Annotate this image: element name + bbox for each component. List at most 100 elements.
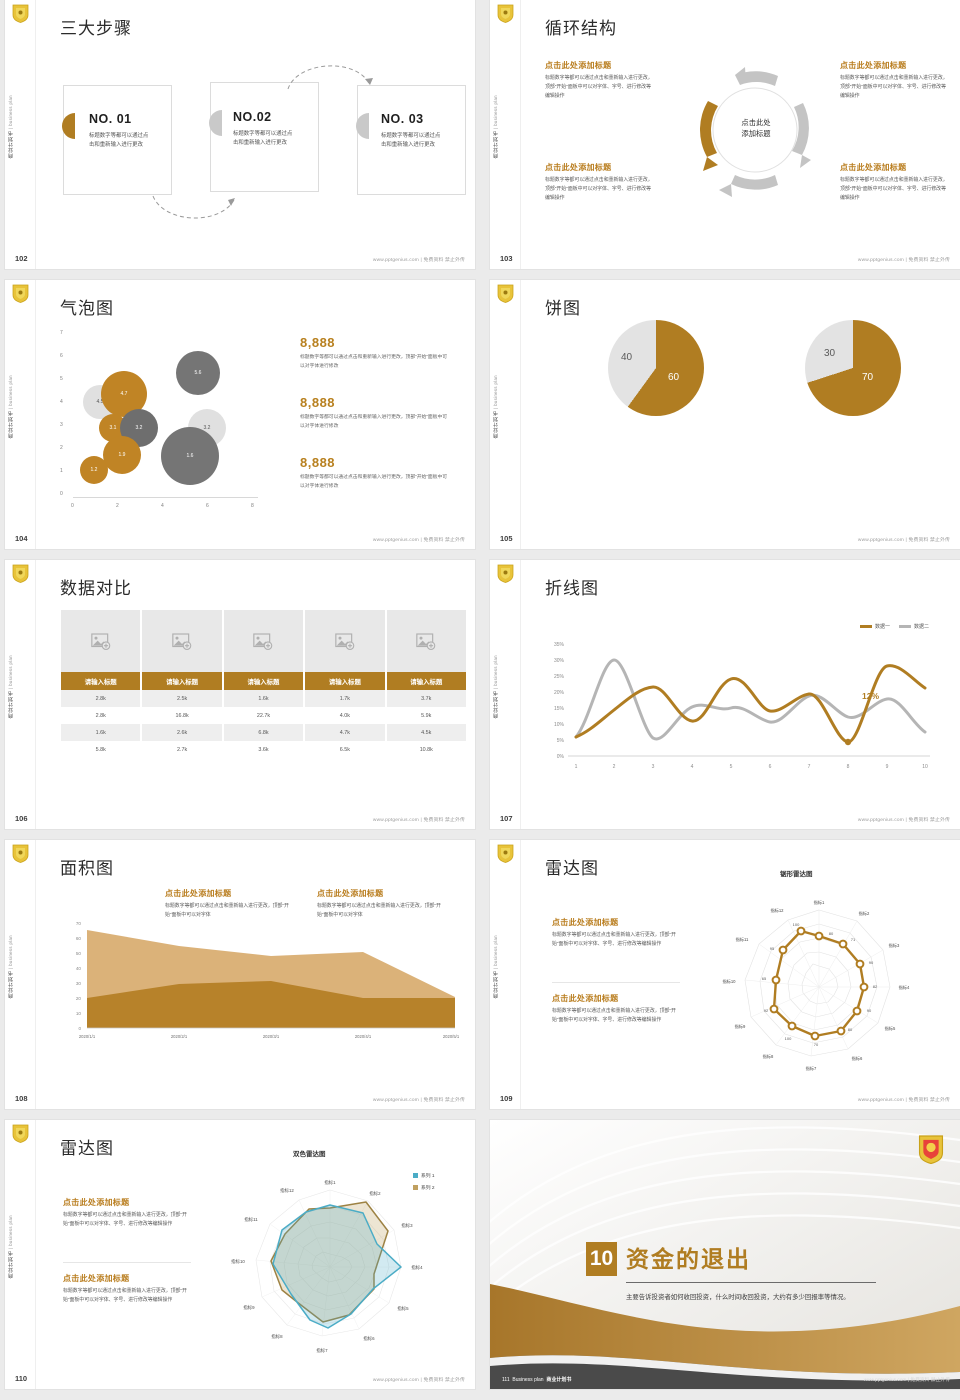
legend-swatch-icon [899, 625, 912, 628]
area-body-1: 标题数字等都可以通过点击和重新输入进行更改，顶部“开始”面板中可以对字体 [165, 904, 289, 919]
slide-110[interactable]: 商业计划书 | business plan 雷达图 双色雷达图 点击此处添加标题… [5, 1120, 475, 1389]
slide-divider [35, 280, 36, 549]
radar-axis-label: 指标3 [889, 942, 900, 949]
y-tick-5: 5 [60, 376, 63, 382]
step-box-1[interactable] [63, 85, 172, 195]
column-header: 请输入标题 [222, 672, 306, 690]
svg-text:50: 50 [76, 951, 82, 956]
cycle-heading: 点击此处添加标题 [840, 61, 907, 70]
slide-104[interactable]: 商业计划书 | business plan 气泡图 7 6 5 4 3 2 1 … [5, 280, 475, 549]
svg-text:35%: 35% [554, 642, 565, 648]
radar-axis-label: 指标1 [324, 1179, 336, 1186]
slide-109[interactable]: 商业计划书 | business plan 雷达图 锯形雷达图 点击此处添加标题… [490, 840, 960, 1109]
page-title: 数据对比 [60, 579, 132, 598]
x-tick-6: 6 [206, 503, 209, 509]
image-placeholder-cell[interactable] [61, 610, 143, 672]
radar-axis-label: 指标12 [770, 907, 784, 914]
side-label: 商业计划书 | business plan [8, 655, 14, 719]
table-cell: 2.6k [141, 724, 224, 741]
cycle-block-bl[interactable]: 点击此处添加标题 标题数字等都可以通过点击和重新输入进行更改，顶部“开始”面板中… [545, 162, 655, 203]
table-header-row: 请输入标题 请输入标题 请输入标题 请输入标题 请输入标题 [61, 672, 466, 690]
table-cell: 5.9k [421, 712, 432, 719]
page-number: 106 [15, 814, 28, 823]
step-marker-2 [209, 110, 222, 136]
legend-item-2: 数据二 [899, 623, 929, 630]
area-note-1[interactable]: 点击此处添加标题 标题数字等都可以通过点击和重新输入进行更改，顶部“开始”面板中… [165, 888, 300, 920]
image-placeholder-cell[interactable] [141, 610, 224, 672]
step-box-3[interactable] [357, 85, 466, 195]
footer-text: www.pptgenius.com | 免费资料 禁止外传 [857, 818, 950, 823]
shield-logo-icon [12, 284, 29, 303]
footer-text: www.pptgenius.com | 免费资料 禁止外传 [857, 1098, 950, 1103]
footer-text: www.pptgenius.com | 免费资料 禁止外传 [857, 538, 950, 543]
svg-text:5%: 5% [557, 738, 565, 744]
slide-105[interactable]: 商业计划书 | business plan 饼图 60 40 70 30 标题数… [490, 280, 960, 549]
bubble-point: 5.6 [176, 351, 220, 395]
radar-axis-label: 指标12 [280, 1187, 294, 1194]
slide-107[interactable]: 商业计划书 | business plan 折线图 数据一 数据二 35% 30… [490, 560, 960, 829]
svg-text:40: 40 [76, 966, 82, 971]
final-footer-left: 111 Business plan 商业计划书 [502, 1376, 571, 1383]
page-number: 104 [15, 534, 28, 543]
image-placeholder-cell[interactable] [385, 610, 466, 672]
table-row: 5.8k 2.7k 3.6k 6.5k 10.8k [61, 741, 466, 758]
shield-logo-icon [12, 844, 29, 863]
radar-body-1: 标题数字等都可以通过点击和重新输入进行更改，顶部“开始”面板中可以对字体、字号、… [63, 1213, 187, 1228]
y-tick-4: 4 [60, 399, 63, 405]
slide-cell-105: 商业计划书 | business plan 饼图 60 40 70 30 标题数… [480, 280, 960, 560]
image-placeholder-cell[interactable] [222, 610, 306, 672]
legend-label: 数据二 [914, 624, 930, 630]
radar-note-1[interactable]: 点击此处添加标题 标题数字等都可以通过点击和重新输入进行更改，顶部“开始”面板中… [552, 917, 680, 949]
slide-111[interactable]: 10 资金的退出 主要告诉投资者如何收回投资，什么时间收回投资，大约有多少回报率… [490, 1120, 960, 1389]
radar-axis-label: 指标9 [735, 1023, 746, 1030]
shield-logo-icon [12, 564, 29, 583]
slide-divider [35, 1120, 36, 1389]
cycle-block-tr[interactable]: 点击此处添加标题 标题数字等都可以通过点击和重新输入进行更改，顶部“开始”面板中… [840, 60, 950, 101]
slide-108[interactable]: 商业计划书 | business plan 面积图 点击此处添加标题 标题数字等… [5, 840, 475, 1109]
step-box-2[interactable] [210, 82, 319, 192]
side-label: 商业计划书 | business plan [493, 935, 499, 999]
y-tick-0: 0 [60, 491, 63, 497]
slide-103[interactable]: 商业计划书 | business plan 循环结构 点击此处添加标题 标题数字… [490, 0, 960, 269]
slide-divider [35, 560, 36, 829]
area-note-2[interactable]: 点击此处添加标题 标题数字等都可以通过点击和重新输入进行更改，顶部“开始”面板中… [317, 888, 452, 920]
svg-text:20%: 20% [554, 690, 565, 696]
radar-value-label: 100 [785, 1036, 792, 1041]
radar-axis-label: 指标7 [806, 1065, 817, 1072]
data-comparison-table[interactable]: 请输入标题 请输入标题 请输入标题 请输入标题 请输入标题 2.8k 2.5k … [61, 610, 466, 758]
x-tick-4: 4 [161, 503, 164, 509]
table-cell: 4.7k [304, 724, 387, 741]
line-chart-legend: 数据一 数据二 [860, 623, 929, 630]
cycle-block-br[interactable]: 点击此处添加标题 标题数字等都可以通过点击和重新输入进行更改，顶部“开始”面板中… [840, 162, 950, 203]
arrow-dashed-top [287, 65, 373, 90]
slide-106[interactable]: 商业计划书 | business plan 数据对比 [5, 560, 475, 829]
x-axis-tick: 2020/3/1 [263, 1034, 280, 1039]
svg-text:5: 5 [730, 764, 733, 770]
svg-text:30: 30 [76, 981, 82, 986]
radar-value-label: 82 [873, 984, 878, 989]
cycle-block-tl[interactable]: 点击此处添加标题 标题数字等都可以通过点击和重新输入进行更改，顶部“开始”面板中… [545, 60, 655, 101]
radar-note-2[interactable]: 点击此处添加标题 标题数字等都可以通过点击和重新输入进行更改，顶部“开始”面板中… [552, 982, 680, 1025]
pie-label-70: 70 [862, 372, 874, 383]
page-number: 108 [15, 1094, 28, 1103]
page-title: 饼图 [545, 299, 581, 318]
legend-item-1: 系列 1 [413, 1172, 435, 1179]
radar-axis-label: 指标10 [231, 1258, 245, 1265]
radar-note-2[interactable]: 点击此处添加标题 标题数字等都可以通过点击和重新输入进行更改，顶部“开始”面板中… [63, 1262, 191, 1305]
x-tick-8: 8 [251, 503, 254, 509]
radar-axis-label: 指标4 [899, 984, 910, 991]
radar-note-1[interactable]: 点击此处添加标题 标题数字等都可以通过点击和重新输入进行更改，顶部“开始”面板中… [63, 1197, 191, 1229]
svg-text:2: 2 [613, 764, 616, 770]
page-title: 雷达图 [545, 859, 599, 878]
table-cell: 4.5k [385, 724, 466, 741]
step-marker-3 [356, 113, 369, 139]
slide-102[interactable]: 商业计划书 | business plan 三大步骤 NO. 01 标题数字等都… [5, 0, 475, 269]
slide-cell-108: 商业计划书 | business plan 面积图 点击此处添加标题 标题数字等… [0, 840, 480, 1120]
shield-logo-icon [497, 284, 514, 303]
bubble-point: 1.6 [161, 427, 219, 485]
legend-swatch-icon [413, 1173, 418, 1178]
image-placeholder-cell[interactable] [304, 610, 387, 672]
arrow-dashed-bottom [152, 195, 236, 219]
table-cell: 22.7k [222, 707, 306, 724]
